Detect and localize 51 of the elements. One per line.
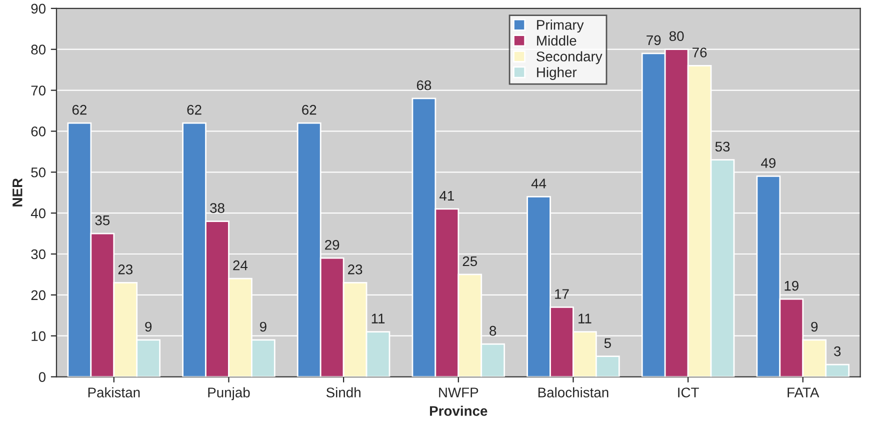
legend-label: Primary [537, 20, 584, 33]
y-tick-label: 60 [31, 126, 46, 136]
data-label: 11 [372, 314, 385, 324]
data-label: 76 [692, 48, 707, 58]
y-tick-label: 20 [31, 290, 46, 300]
data-label: 19 [784, 280, 798, 291]
data-label: 41 [440, 190, 454, 201]
y-tick-label: 10 [32, 331, 46, 342]
data-label: 53 [715, 142, 730, 152]
data-label: 9 [145, 322, 152, 332]
x-tick-label: Punjab [208, 387, 250, 400]
data-label: 17 [555, 289, 569, 299]
legend-label: Higher [537, 67, 577, 80]
y-tick-label: 70 [31, 86, 46, 96]
x-tick-label: NWFP [439, 388, 478, 398]
y-tick-label: 90 [31, 4, 46, 14]
data-label: 79 [646, 35, 661, 46]
data-label: 62 [302, 104, 316, 115]
data-label: 23 [118, 264, 132, 274]
y-tick-label: 80 [31, 44, 46, 55]
data-label: 35 [95, 215, 110, 226]
x-tick-label: ICT [678, 388, 699, 398]
data-label: 23 [348, 264, 362, 274]
data-label: 44 [531, 178, 546, 188]
data-label: 9 [260, 322, 266, 332]
data-label: 68 [416, 80, 432, 90]
data-label: 24 [233, 260, 248, 270]
y-axis-title: NER [12, 178, 22, 206]
data-label: 29 [325, 240, 340, 250]
x-axis-title: Province [430, 406, 488, 416]
data-label: 9 [811, 322, 818, 332]
x-tick-label: Balochistan [538, 387, 608, 398]
data-label: 38 [210, 203, 224, 213]
data-label: 5 [604, 338, 611, 348]
y-tick-label: 40 [30, 208, 46, 218]
y-tick-label: 50 [31, 167, 46, 178]
y-tick-label: 0 [38, 372, 46, 382]
data-label: 62 [72, 104, 86, 115]
data-label: 3 [834, 346, 841, 356]
x-tick-label: Sindh [326, 387, 360, 398]
legend-label: Secondary [536, 51, 602, 64]
data-label: 80 [669, 31, 684, 42]
x-tick-label: FATA [788, 388, 820, 398]
y-tick-label: 30 [31, 249, 46, 260]
data-label: 11 [578, 314, 592, 324]
data-label: 49 [761, 158, 776, 168]
data-label: 62 [187, 104, 202, 115]
data-label: 8 [490, 326, 496, 336]
legend-label: Middle [537, 35, 576, 46]
x-tick-label: Pakistan [88, 387, 140, 398]
data-label: 25 [462, 256, 478, 266]
